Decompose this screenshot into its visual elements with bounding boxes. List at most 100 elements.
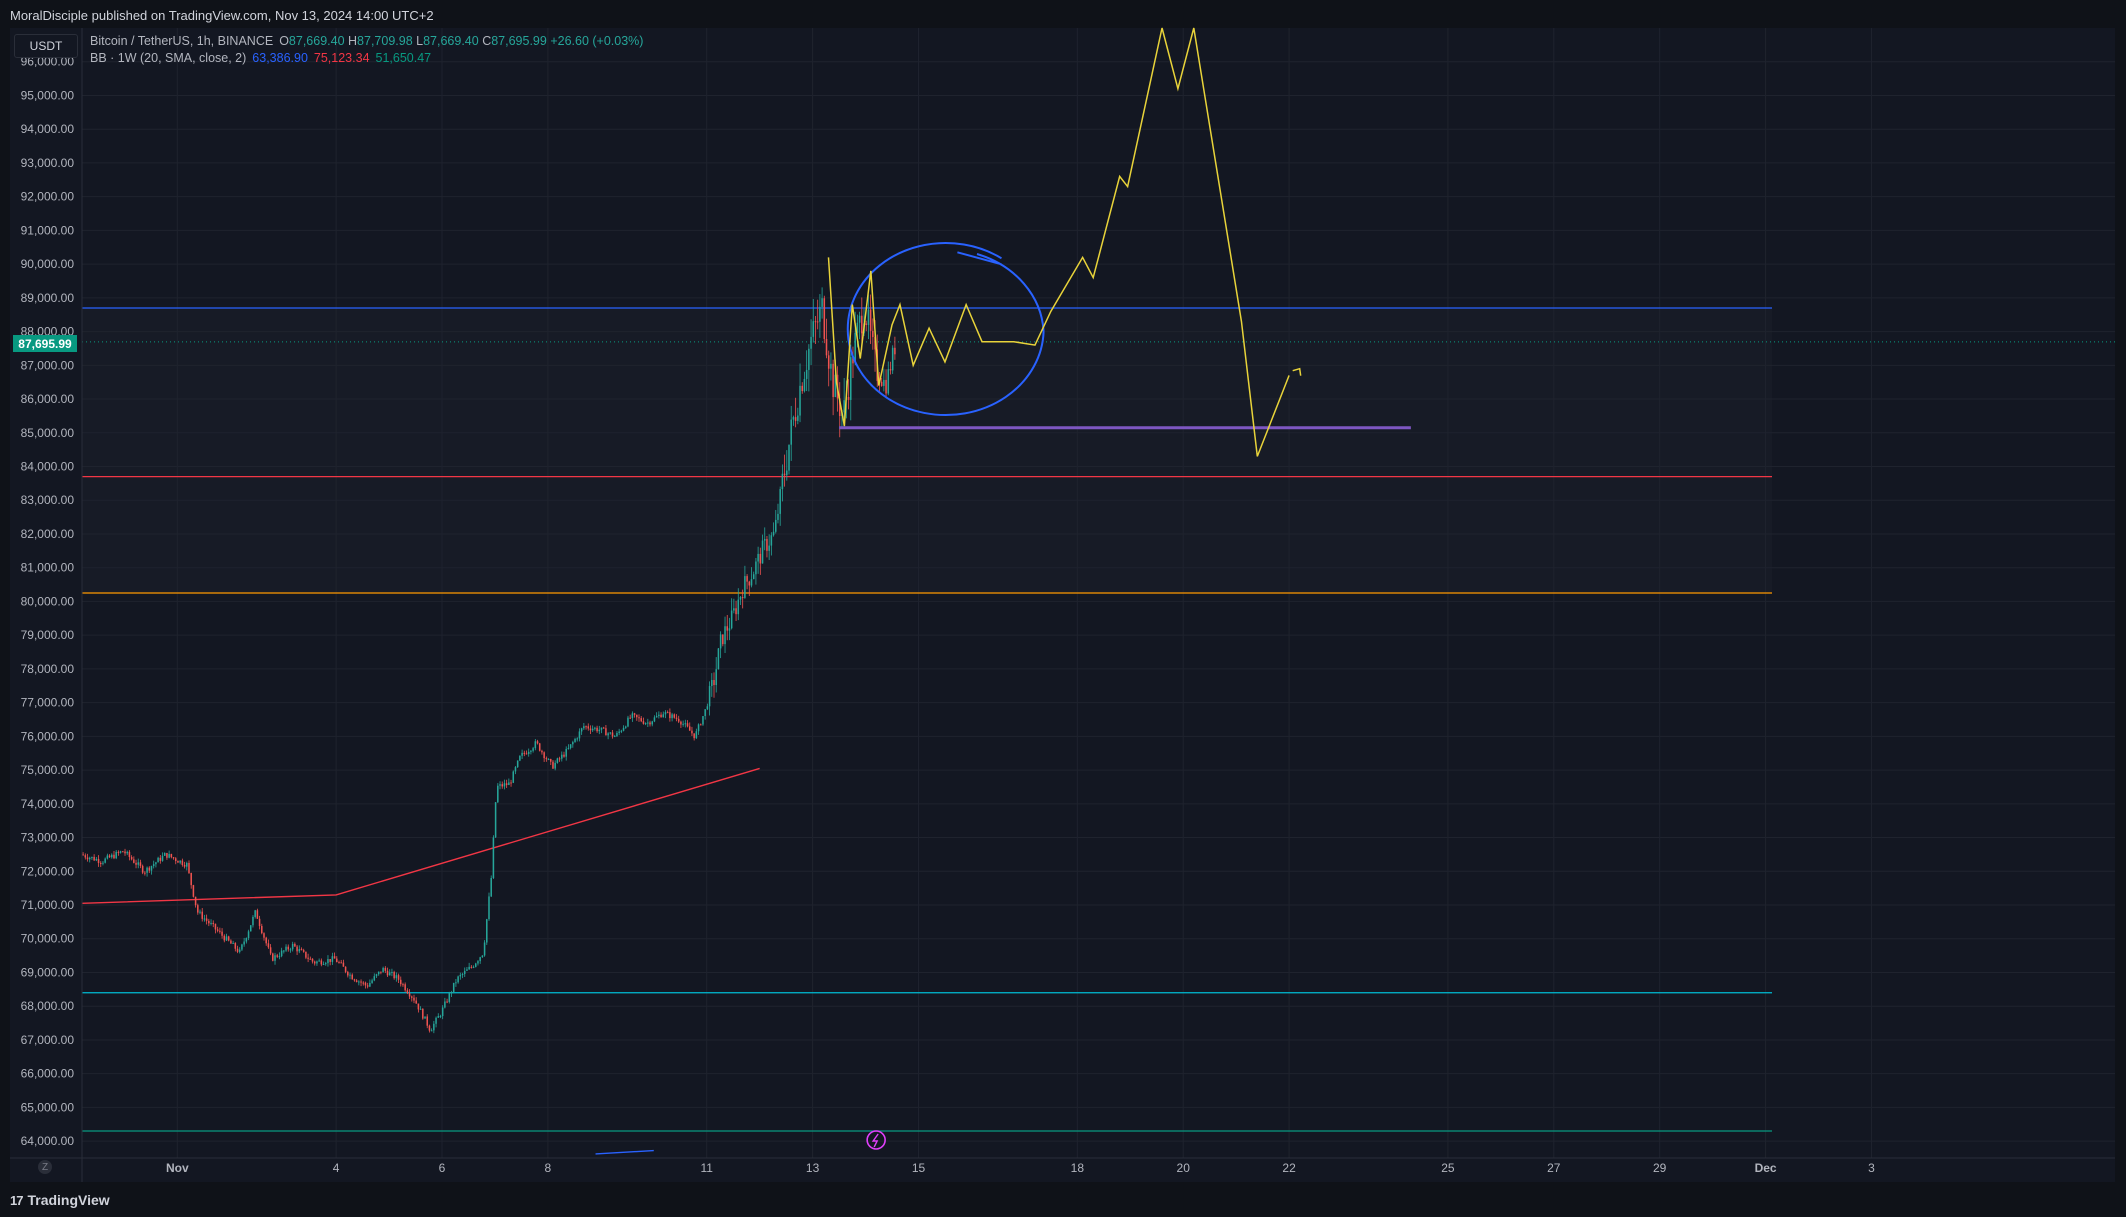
candle-body	[541, 750, 543, 753]
y-tick-label: 78,000.00	[21, 662, 75, 676]
candle-body	[150, 866, 153, 871]
candle-body	[384, 967, 387, 971]
candle-body	[519, 755, 521, 761]
candle-body	[331, 956, 334, 962]
candle-body	[521, 752, 523, 756]
indicator-label[interactable]: BB · 1W (20, SMA, close, 2)	[90, 51, 247, 65]
candle-body	[371, 980, 373, 983]
y-tick-label: 81,000.00	[21, 561, 75, 575]
candle-body	[669, 712, 671, 719]
candle-body	[823, 298, 826, 339]
candle-body	[291, 943, 294, 950]
candle-body	[289, 949, 292, 951]
candle-body	[188, 862, 190, 873]
candle-body	[481, 955, 484, 958]
candle-body	[649, 722, 651, 725]
candle-body	[889, 369, 892, 371]
candle-body	[265, 937, 267, 944]
candle-body	[655, 716, 658, 718]
candle-body	[880, 381, 883, 386]
candle-body	[591, 728, 594, 731]
ohlc-row: Bitcoin / TetherUS, 1h, BINANCE O87,669.…	[90, 33, 643, 50]
candle-body	[227, 936, 230, 941]
close-label: C	[482, 34, 492, 48]
candle-body	[311, 958, 314, 962]
candle-body	[858, 315, 861, 323]
candle-body	[280, 950, 283, 957]
x-tick-label: 11	[700, 1161, 713, 1175]
candle-body	[536, 741, 539, 744]
x-tick-label: 29	[1653, 1161, 1667, 1175]
candle-body	[741, 597, 744, 599]
candle-body	[267, 943, 270, 948]
candle-body	[847, 396, 850, 400]
x-tick-label: 25	[1441, 1161, 1455, 1175]
candle-body	[382, 967, 384, 973]
candle-body	[457, 976, 459, 983]
candle-body	[770, 535, 773, 546]
candle-body	[554, 762, 556, 769]
candle-body	[186, 862, 188, 867]
candle-body	[761, 540, 764, 564]
symbol-label[interactable]: Bitcoin / TetherUS, 1h, BINANCE	[90, 34, 274, 48]
tradingview-logo[interactable]: 17 TradingView	[10, 1192, 110, 1208]
candle-body	[830, 363, 832, 369]
y-tick-label: 90,000.00	[21, 257, 75, 271]
candle-body	[675, 717, 678, 719]
candle-body	[744, 576, 746, 598]
candle-body	[459, 974, 462, 977]
candle-body	[894, 347, 896, 355]
candle-body	[525, 753, 528, 755]
candle-body	[477, 961, 479, 964]
candle-body	[556, 758, 559, 763]
candle-body	[261, 925, 263, 934]
candle-body	[748, 581, 751, 586]
candle-body	[629, 717, 631, 719]
candle-body	[781, 473, 784, 490]
candle-body	[141, 865, 144, 873]
candle-body	[516, 760, 519, 768]
candle-body	[391, 971, 393, 973]
candle-body	[695, 731, 698, 739]
candle-body	[340, 962, 342, 964]
candle-body	[825, 338, 828, 356]
candle-body	[759, 553, 762, 564]
candle-body	[274, 955, 276, 961]
candle-body	[305, 951, 307, 958]
candle-body	[212, 922, 215, 924]
candle-body	[360, 981, 362, 983]
candle-body	[730, 610, 733, 629]
bb-upper-value: 75,123.34	[313, 51, 370, 65]
candle-body	[192, 885, 195, 897]
candle-body	[704, 709, 706, 717]
projection-arrow	[1292, 367, 1302, 376]
lightning-icon	[871, 1133, 879, 1148]
open-value: 87,669.40	[288, 34, 345, 48]
change-value: +26.60 (+0.03%)	[550, 34, 644, 48]
candle-body	[358, 981, 360, 983]
currency-button[interactable]: USDT	[14, 34, 78, 58]
candle-body	[750, 579, 753, 586]
candle-body	[613, 736, 616, 738]
candle-body	[463, 970, 466, 974]
candle-body	[155, 862, 157, 865]
candle-body	[380, 971, 382, 973]
candle-body	[329, 959, 331, 962]
candle-body	[827, 355, 830, 369]
candle-body	[362, 982, 365, 984]
candle-body	[757, 553, 759, 562]
candle-body	[622, 727, 625, 731]
candle-body	[130, 856, 133, 860]
zoom-reset-button[interactable]: Z	[38, 1160, 52, 1174]
y-tick-label: 94,000.00	[21, 122, 75, 136]
candle-body	[448, 993, 451, 1002]
y-tick-label: 89,000.00	[21, 291, 75, 305]
candle-body	[324, 963, 327, 965]
candle-body	[580, 728, 583, 732]
x-tick-label: 15	[912, 1161, 926, 1175]
candle-body	[512, 771, 515, 783]
candle-body	[494, 802, 497, 838]
candle-body	[865, 323, 867, 325]
